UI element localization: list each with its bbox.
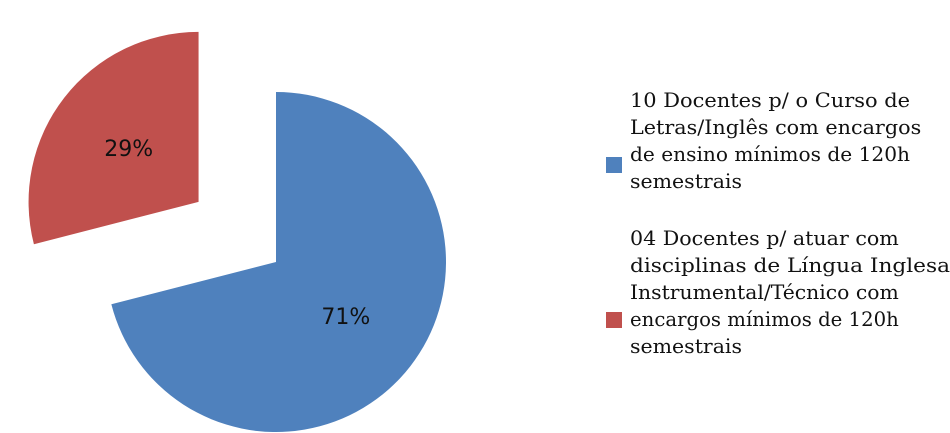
legend-text-2-line-2: disciplinas de Língua Inglesa bbox=[630, 253, 950, 277]
legend-text-1-line-1: 10 Docentes p/ o Curso de bbox=[630, 88, 910, 112]
legend-swatch-1 bbox=[606, 157, 622, 173]
legend-text-1-line-3: de ensino mínimos de 120h bbox=[630, 142, 910, 166]
legend-text-2-line-1: 04 Docentes p/ atuar com bbox=[630, 226, 899, 250]
legend-text-2-line-4: encargos mínimos de 120h bbox=[630, 307, 899, 331]
pie-slices bbox=[28, 31, 446, 432]
legend-text-1-line-2: Letras/Inglês com encargos bbox=[630, 115, 921, 139]
pie-slice-2 bbox=[28, 31, 199, 245]
legend-text-2-line-3: Instrumental/Técnico com bbox=[630, 280, 899, 304]
legend-text-1-line-4: semestrais bbox=[630, 169, 742, 193]
pie-slice-label-2: 29% bbox=[104, 137, 153, 162]
legend-swatch-2 bbox=[606, 312, 622, 328]
pie-slice-label-1: 71% bbox=[321, 305, 370, 330]
pie-slice-1 bbox=[111, 92, 446, 432]
legend-text-2-line-5: semestrais bbox=[630, 334, 742, 358]
legend: 10 Docentes p/ o Curso de Letras/Inglês c… bbox=[606, 88, 950, 358]
pie-slice-labels: 71% 29% bbox=[104, 137, 370, 330]
